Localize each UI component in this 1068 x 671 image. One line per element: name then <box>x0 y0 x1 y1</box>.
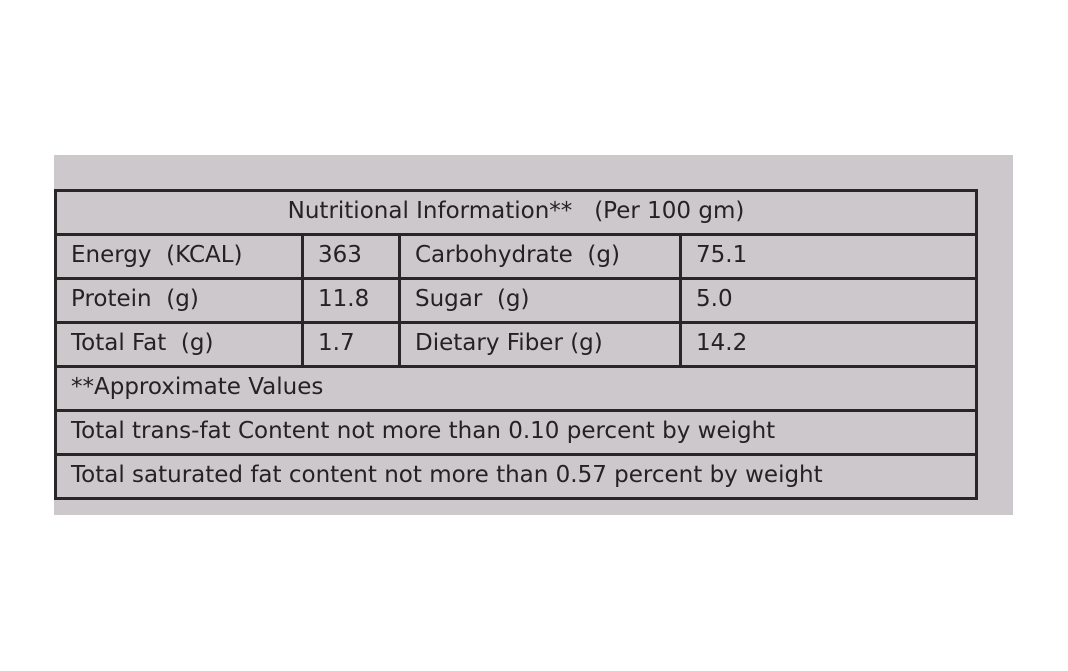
nutrient-name: Dietary Fiber (g) <box>398 321 682 368</box>
nutrient-value: 363 <box>301 233 401 280</box>
nutrient-name: Protein (g) <box>54 277 304 324</box>
table-title: Nutritional Information** (Per 100 gm) <box>54 189 978 236</box>
nutrient-name: Sugar (g) <box>398 277 682 324</box>
nutrient-value: 1.7 <box>301 321 401 368</box>
nutrient-value: 14.2 <box>679 321 978 368</box>
nutrient-value: 5.0 <box>679 277 978 324</box>
nutrient-name: Carbohydrate (g) <box>398 233 682 280</box>
nutrient-value: 75.1 <box>679 233 978 280</box>
nutrient-name: Energy (KCAL) <box>54 233 304 280</box>
nutrient-name: Total Fat (g) <box>54 321 304 368</box>
nutrient-value: 11.8 <box>301 277 401 324</box>
note: Total trans-fat Content not more than 0.… <box>54 409 978 456</box>
note: **Approximate Values <box>54 365 978 412</box>
note: Total saturated fat content not more tha… <box>54 453 978 500</box>
